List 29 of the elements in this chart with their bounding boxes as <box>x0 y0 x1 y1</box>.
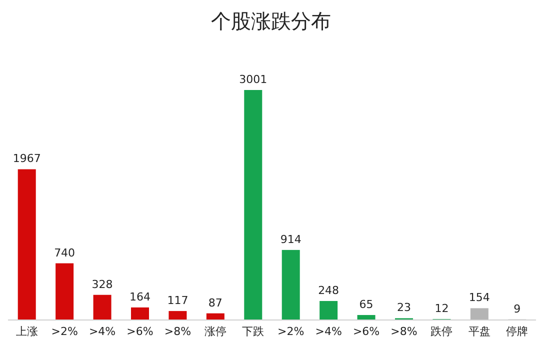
data-label: 164 <box>130 290 150 304</box>
x-tick-label: >6% <box>352 325 380 338</box>
data-label: 1967 <box>12 152 41 166</box>
x-tick-label: 跌停 <box>430 325 453 338</box>
x-tick-label: >6% <box>126 325 154 338</box>
x-tick-label: 下跌 <box>242 325 264 338</box>
x-tick-label: 停牌 <box>506 325 528 338</box>
data-label: 65 <box>359 298 374 312</box>
data-label: 87 <box>208 296 222 310</box>
data-label: 328 <box>92 278 113 291</box>
data-label: 914 <box>280 232 302 246</box>
data-label: 12 <box>434 302 449 316</box>
x-tick-label: >4% <box>88 325 116 338</box>
x-tick-label: >2% <box>278 325 304 338</box>
data-label: 9 <box>514 302 521 316</box>
data-label: 154 <box>468 291 490 304</box>
x-tick-label: 上涨 <box>16 325 38 338</box>
x-tick-label: >4% <box>315 325 342 338</box>
x-tick-label: 平盘 <box>468 325 490 338</box>
data-label: 3001 <box>239 73 268 86</box>
chart-title: 个股涨跌分布 <box>211 9 331 33</box>
x-tick-label: 涨停 <box>204 325 226 338</box>
data-label: 23 <box>397 301 411 314</box>
x-tick-label: >2% <box>51 325 78 338</box>
data-label: 740 <box>54 246 76 260</box>
data-label: 117 <box>167 294 188 308</box>
x-tick-label: >8% <box>390 325 418 338</box>
data-label: 248 <box>318 284 340 297</box>
x-tick-label: >8% <box>164 325 192 338</box>
